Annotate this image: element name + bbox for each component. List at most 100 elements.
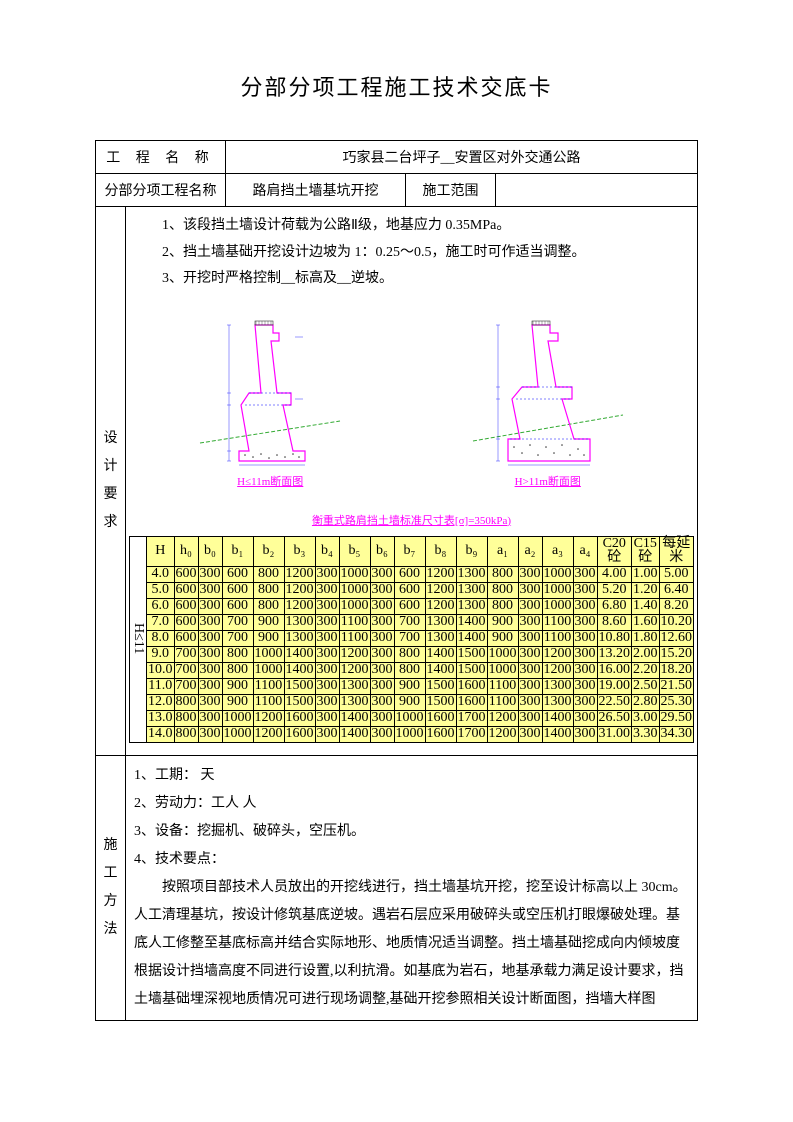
dim-cell: 1.80 [632, 630, 660, 646]
method-item: 2、劳动力：工人 人 [134, 790, 689, 818]
dim-cell: 300 [315, 678, 339, 694]
diagram-caption-2: H>11m断面图 [468, 472, 628, 493]
dim-cell: 18.20 [659, 662, 694, 678]
dim-cell: 1700 [456, 710, 487, 726]
dim-row: 7.06003007009001300300110030070013001400… [130, 614, 694, 630]
dim-cell: 3.30 [632, 726, 660, 742]
dim-cell: 1400 [284, 646, 315, 662]
dim-cell: 700 [174, 678, 198, 694]
dim-col-header: a₂ [518, 536, 542, 566]
dim-cell: 300 [198, 710, 222, 726]
side-char: 要 [104, 481, 118, 509]
dim-cell: 10.20 [659, 614, 694, 630]
dim-cell: 26.50 [597, 710, 632, 726]
dim-cell: 1300 [425, 614, 456, 630]
diagram-row: H≤11m断面图 [134, 313, 689, 493]
design-content: 1、该段挡土墙设计荷载为公路Ⅱ级，地基应力 0.35MPa。 2、挡土墙基础开挖… [126, 207, 698, 756]
dim-cell: 1200 [284, 598, 315, 614]
dim-cell: 1200 [425, 566, 456, 582]
dim-cell: 300 [518, 710, 542, 726]
dim-cell: 600 [174, 582, 198, 598]
dim-cell: 300 [518, 678, 542, 694]
dim-cell: 16.00 [597, 662, 632, 678]
dim-cell: 1200 [284, 582, 315, 598]
dim-cell: 300 [198, 726, 222, 742]
dim-cell: 600 [174, 598, 198, 614]
dim-cell: 1400 [339, 710, 370, 726]
dim-cell: 1200 [253, 726, 284, 742]
dim-cell: 1000 [339, 598, 370, 614]
dim-cell: 700 [174, 662, 198, 678]
dim-cell: 300 [370, 726, 394, 742]
dim-cell: 1600 [284, 726, 315, 742]
dim-cell: 300 [315, 566, 339, 582]
dim-cell: 1000 [222, 726, 253, 742]
dim-cell: 600 [222, 566, 253, 582]
dim-cell: 300 [370, 630, 394, 646]
dim-cell: 6.40 [659, 582, 694, 598]
dim-row: 5.06003006008001200300100030060012001300… [130, 582, 694, 598]
dim-cell: 10.80 [597, 630, 632, 646]
dim-cell: 3.00 [632, 710, 660, 726]
dim-cell: 34.30 [659, 726, 694, 742]
dim-cell: 600 [174, 614, 198, 630]
dim-cell: 600 [394, 566, 425, 582]
dim-cell: 1000 [222, 710, 253, 726]
dim-cell: 300 [198, 614, 222, 630]
dim-cell: 800 [222, 662, 253, 678]
dim-cell: 1000 [339, 566, 370, 582]
dim-cell: 900 [487, 630, 518, 646]
dim-cell: 300 [198, 694, 222, 710]
dim-col-header: b₄ [315, 536, 339, 566]
dim-col-header: H [147, 536, 175, 566]
dim-cell: 300 [198, 566, 222, 582]
dim-cell: 10.0 [147, 662, 175, 678]
dim-cell: 300 [518, 598, 542, 614]
dim-cell: 800 [174, 726, 198, 742]
dim-cell: 1200 [542, 662, 573, 678]
dim-cell: 300 [315, 710, 339, 726]
dim-cell: 1300 [339, 678, 370, 694]
dim-cell: 19.00 [597, 678, 632, 694]
dim-cell: 1100 [339, 614, 370, 630]
method-item: 3、设备：挖掘机、破碎头，空压机。 [134, 818, 689, 846]
dim-cell: 800 [174, 710, 198, 726]
dim-cell: 1000 [339, 582, 370, 598]
dim-cell: 6.80 [597, 598, 632, 614]
dim-cell: 5.0 [147, 582, 175, 598]
project-label: 工 程 名 称 [96, 141, 226, 174]
dim-cell: 300 [198, 630, 222, 646]
dim-cell: 14.0 [147, 726, 175, 742]
dim-cell: 800 [253, 566, 284, 582]
main-table: 工 程 名 称 巧家县二台坪子__安置区对外交通公路 分部分项工程名称 路肩挡土… [95, 140, 698, 1021]
dim-cell: 300 [518, 726, 542, 742]
dim-cell: 1300 [456, 566, 487, 582]
dim-cell: 1100 [487, 678, 518, 694]
dim-cell: 1200 [487, 726, 518, 742]
dim-cell: 1100 [487, 694, 518, 710]
dim-cell: 1200 [339, 662, 370, 678]
dim-cell: 900 [253, 630, 284, 646]
dim-cell: 1300 [542, 678, 573, 694]
dim-cell: 300 [518, 566, 542, 582]
dim-cell: 800 [174, 694, 198, 710]
dim-cell: 300 [198, 678, 222, 694]
dim-cell: 1300 [456, 582, 487, 598]
dim-cell: 1300 [284, 630, 315, 646]
dim-cell: 700 [394, 630, 425, 646]
dim-cell: 6.0 [147, 598, 175, 614]
dim-cell: 600 [222, 582, 253, 598]
dim-cell: 600 [174, 566, 198, 582]
dim-row: 12.0800300900110015003001300300900150016… [130, 694, 694, 710]
dim-cell: 1300 [339, 694, 370, 710]
dim-cell: 13.0 [147, 710, 175, 726]
dim-cell: 1600 [456, 678, 487, 694]
dim-cell: 600 [394, 598, 425, 614]
dim-cell: 1200 [284, 566, 315, 582]
dim-cell: 1400 [339, 726, 370, 742]
dim-cell: 7.0 [147, 614, 175, 630]
dim-cell: 300 [198, 646, 222, 662]
dim-cell: 300 [518, 614, 542, 630]
dim-cell: 800 [487, 598, 518, 614]
design-row: 设 计 要 求 1、该段挡土墙设计荷载为公路Ⅱ级，地基应力 0.35MPa。 2… [96, 207, 698, 756]
